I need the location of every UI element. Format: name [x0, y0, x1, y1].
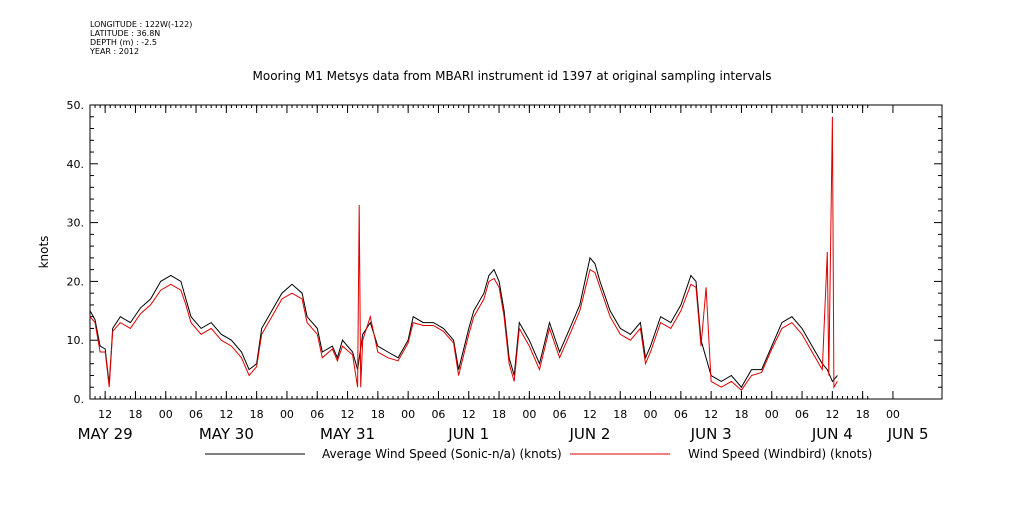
series-line-windbird	[89, 116, 838, 391]
series-line-average	[89, 256, 838, 389]
x-hour-label: 12	[462, 408, 476, 421]
legend-label-windbird: Wind Speed (Windbird) (knots)	[688, 447, 872, 461]
x-hour-label: 12	[341, 408, 355, 421]
y-tick-label: 10.	[67, 334, 85, 347]
metadata-longitude: LONGITUDE : 122W(-122)	[90, 20, 193, 29]
y-tick-label: 30.	[67, 217, 85, 230]
plot-frame	[89, 104, 943, 400]
x-hour-label: 00	[644, 408, 658, 421]
x-day-label: JUN 2	[568, 425, 610, 443]
x-hour-label: 18	[492, 408, 506, 421]
x-hour-label: 06	[189, 408, 203, 421]
x-day-label: JUN 4	[811, 425, 853, 443]
x-hour-label: 00	[886, 408, 900, 421]
x-day-label: JUN 3	[690, 425, 732, 443]
x-hour-label: 18	[250, 408, 264, 421]
x-hour-label: 00	[159, 408, 173, 421]
x-hour-label: 00	[401, 408, 415, 421]
x-hour-label: 00	[765, 408, 779, 421]
axis-ticks: 0. 10. 20. 30. 40. 50. 12 18 00 06 12 18 00 06 12 18 00 0…	[67, 99, 942, 443]
x-day-label: MAY 29	[78, 425, 133, 443]
x-hour-label: 12	[704, 408, 718, 421]
legend-label-average: Average Wind Speed (Sonic-n/a) (knots)	[322, 447, 562, 461]
metadata-year: YEAR : 2012	[90, 47, 140, 56]
x-hour-label: 12	[98, 408, 112, 421]
x-day-label: MAY 31	[320, 425, 375, 443]
chart-title: Mooring M1 Metsys data from MBARI instru…	[253, 69, 772, 83]
x-hour-label: 18	[856, 408, 870, 421]
x-hour-label: 06	[674, 408, 688, 421]
metadata-latitude: LATITUDE : 36.8N	[90, 29, 161, 38]
metadata-block: LONGITUDE : 122W(-122) LATITUDE : 36.8N …	[90, 20, 192, 56]
y-axis-label: knots	[37, 236, 51, 269]
y-tick-label: 20.	[67, 275, 85, 288]
legend: Average Wind Speed (Sonic-n/a) (knots) W…	[205, 447, 872, 461]
x-hour-label: 00	[522, 408, 536, 421]
x-day-label: JUN 1	[447, 425, 489, 443]
x-hour-label: 18	[128, 408, 142, 421]
series-lines	[89, 116, 838, 391]
y-tick-label: 40.	[67, 158, 85, 171]
x-hour-label: 18	[734, 408, 748, 421]
x-day-label: MAY 30	[199, 425, 254, 443]
x-hour-label: 12	[825, 408, 839, 421]
x-hour-label: 12	[583, 408, 597, 421]
x-hour-label: 12	[219, 408, 233, 421]
x-hour-label: 06	[431, 408, 445, 421]
y-tick-label: 50.	[67, 99, 85, 112]
x-hour-label: 18	[371, 408, 385, 421]
x-hour-label: 06	[553, 408, 567, 421]
x-hour-label: 06	[310, 408, 324, 421]
x-hour-label: 18	[613, 408, 627, 421]
x-hour-label: 00	[280, 408, 294, 421]
x-day-label: JUN 5	[887, 425, 929, 443]
x-hour-label: 06	[795, 408, 809, 421]
y-tick-label: 0.	[74, 393, 85, 406]
metadata-depth: DEPTH (m) : -2.5	[90, 38, 157, 47]
